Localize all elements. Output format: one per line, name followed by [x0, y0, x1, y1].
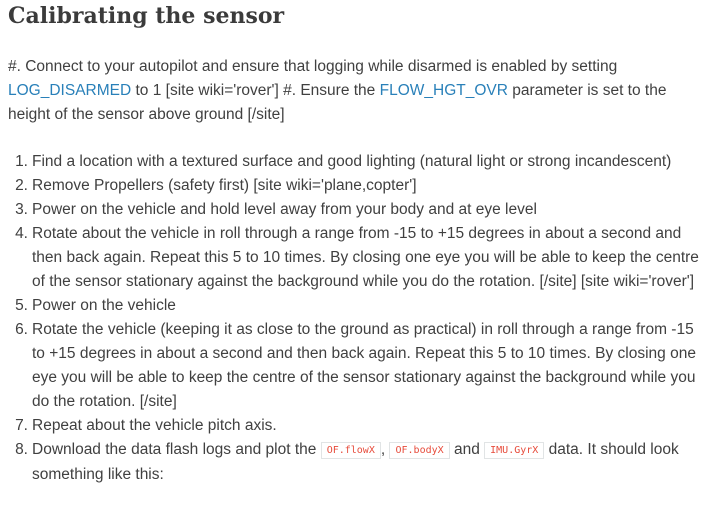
code-imu-gyrx: IMU.GyrX	[484, 442, 545, 459]
page-heading: Calibrating the sensor	[8, 3, 285, 29]
step-item-2: 2. Remove Propellers (safety first) [site…	[0, 174, 710, 198]
intro-text-3: parameter is set to the height of the se…	[8, 82, 667, 123]
step-text: and	[449, 441, 485, 458]
step-text: Repeat about the vehicle pitch axis.	[32, 417, 277, 434]
step-item-4: 4. Rotate about the vehicle in roll throu…	[0, 222, 710, 294]
step-number: 5.	[15, 297, 28, 314]
step-text: Rotate the vehicle (keeping it as close …	[32, 321, 696, 410]
step-text: Find a location with a textured surface …	[32, 153, 672, 170]
intro-paragraph: #. Connect to your autopilot and ensure …	[8, 55, 708, 127]
step-number: 1.	[15, 153, 28, 170]
step-text: Rotate about the vehicle in roll through…	[32, 225, 699, 290]
step-item-3: 3. Power on the vehicle and hold level aw…	[0, 198, 710, 222]
code-of-bodyx: OF.bodyX	[389, 442, 450, 459]
step-item-5: 5. Power on the vehicle	[0, 294, 710, 318]
log-disarmed-link[interactable]: LOG_DISARMED	[8, 82, 132, 99]
step-number: 6.	[15, 321, 28, 338]
flow-hgt-ovr-link[interactable]: FLOW_HGT_OVR	[379, 82, 508, 99]
step-separator: ,	[380, 441, 390, 458]
step-text: Download the data flash logs and plot th…	[32, 441, 321, 458]
step-text: Power on the vehicle and hold level away…	[32, 201, 537, 218]
intro-text-1: #. Connect to your autopilot and ensure …	[8, 58, 618, 75]
step-item-1: 1. Find a location with a textured surfac…	[0, 150, 710, 174]
step-number: 7.	[15, 417, 28, 434]
code-of-flowx: OF.flowX	[320, 442, 381, 459]
step-item-6: 6. Rotate the vehicle (keeping it as clos…	[0, 318, 710, 414]
step-text: data. It should look something like this…	[32, 441, 679, 483]
step-text: Remove Propellers (safety first) [site w…	[32, 177, 417, 194]
step-number: 3.	[15, 201, 28, 218]
step-number: 4.	[15, 225, 28, 242]
step-item-7: 7. Repeat about the vehicle pitch axis.	[0, 414, 710, 438]
intro-text-2: to 1 [site wiki='rover'] #. Ensure the	[131, 82, 380, 99]
step-number: 2.	[15, 177, 28, 194]
step-item-8: 8. Download the data flash logs and plot …	[0, 438, 710, 487]
step-text: Power on the vehicle	[32, 297, 176, 314]
step-number: 8.	[15, 441, 28, 458]
calibration-steps-list: 1. Find a location with a textured surfac…	[0, 150, 710, 487]
